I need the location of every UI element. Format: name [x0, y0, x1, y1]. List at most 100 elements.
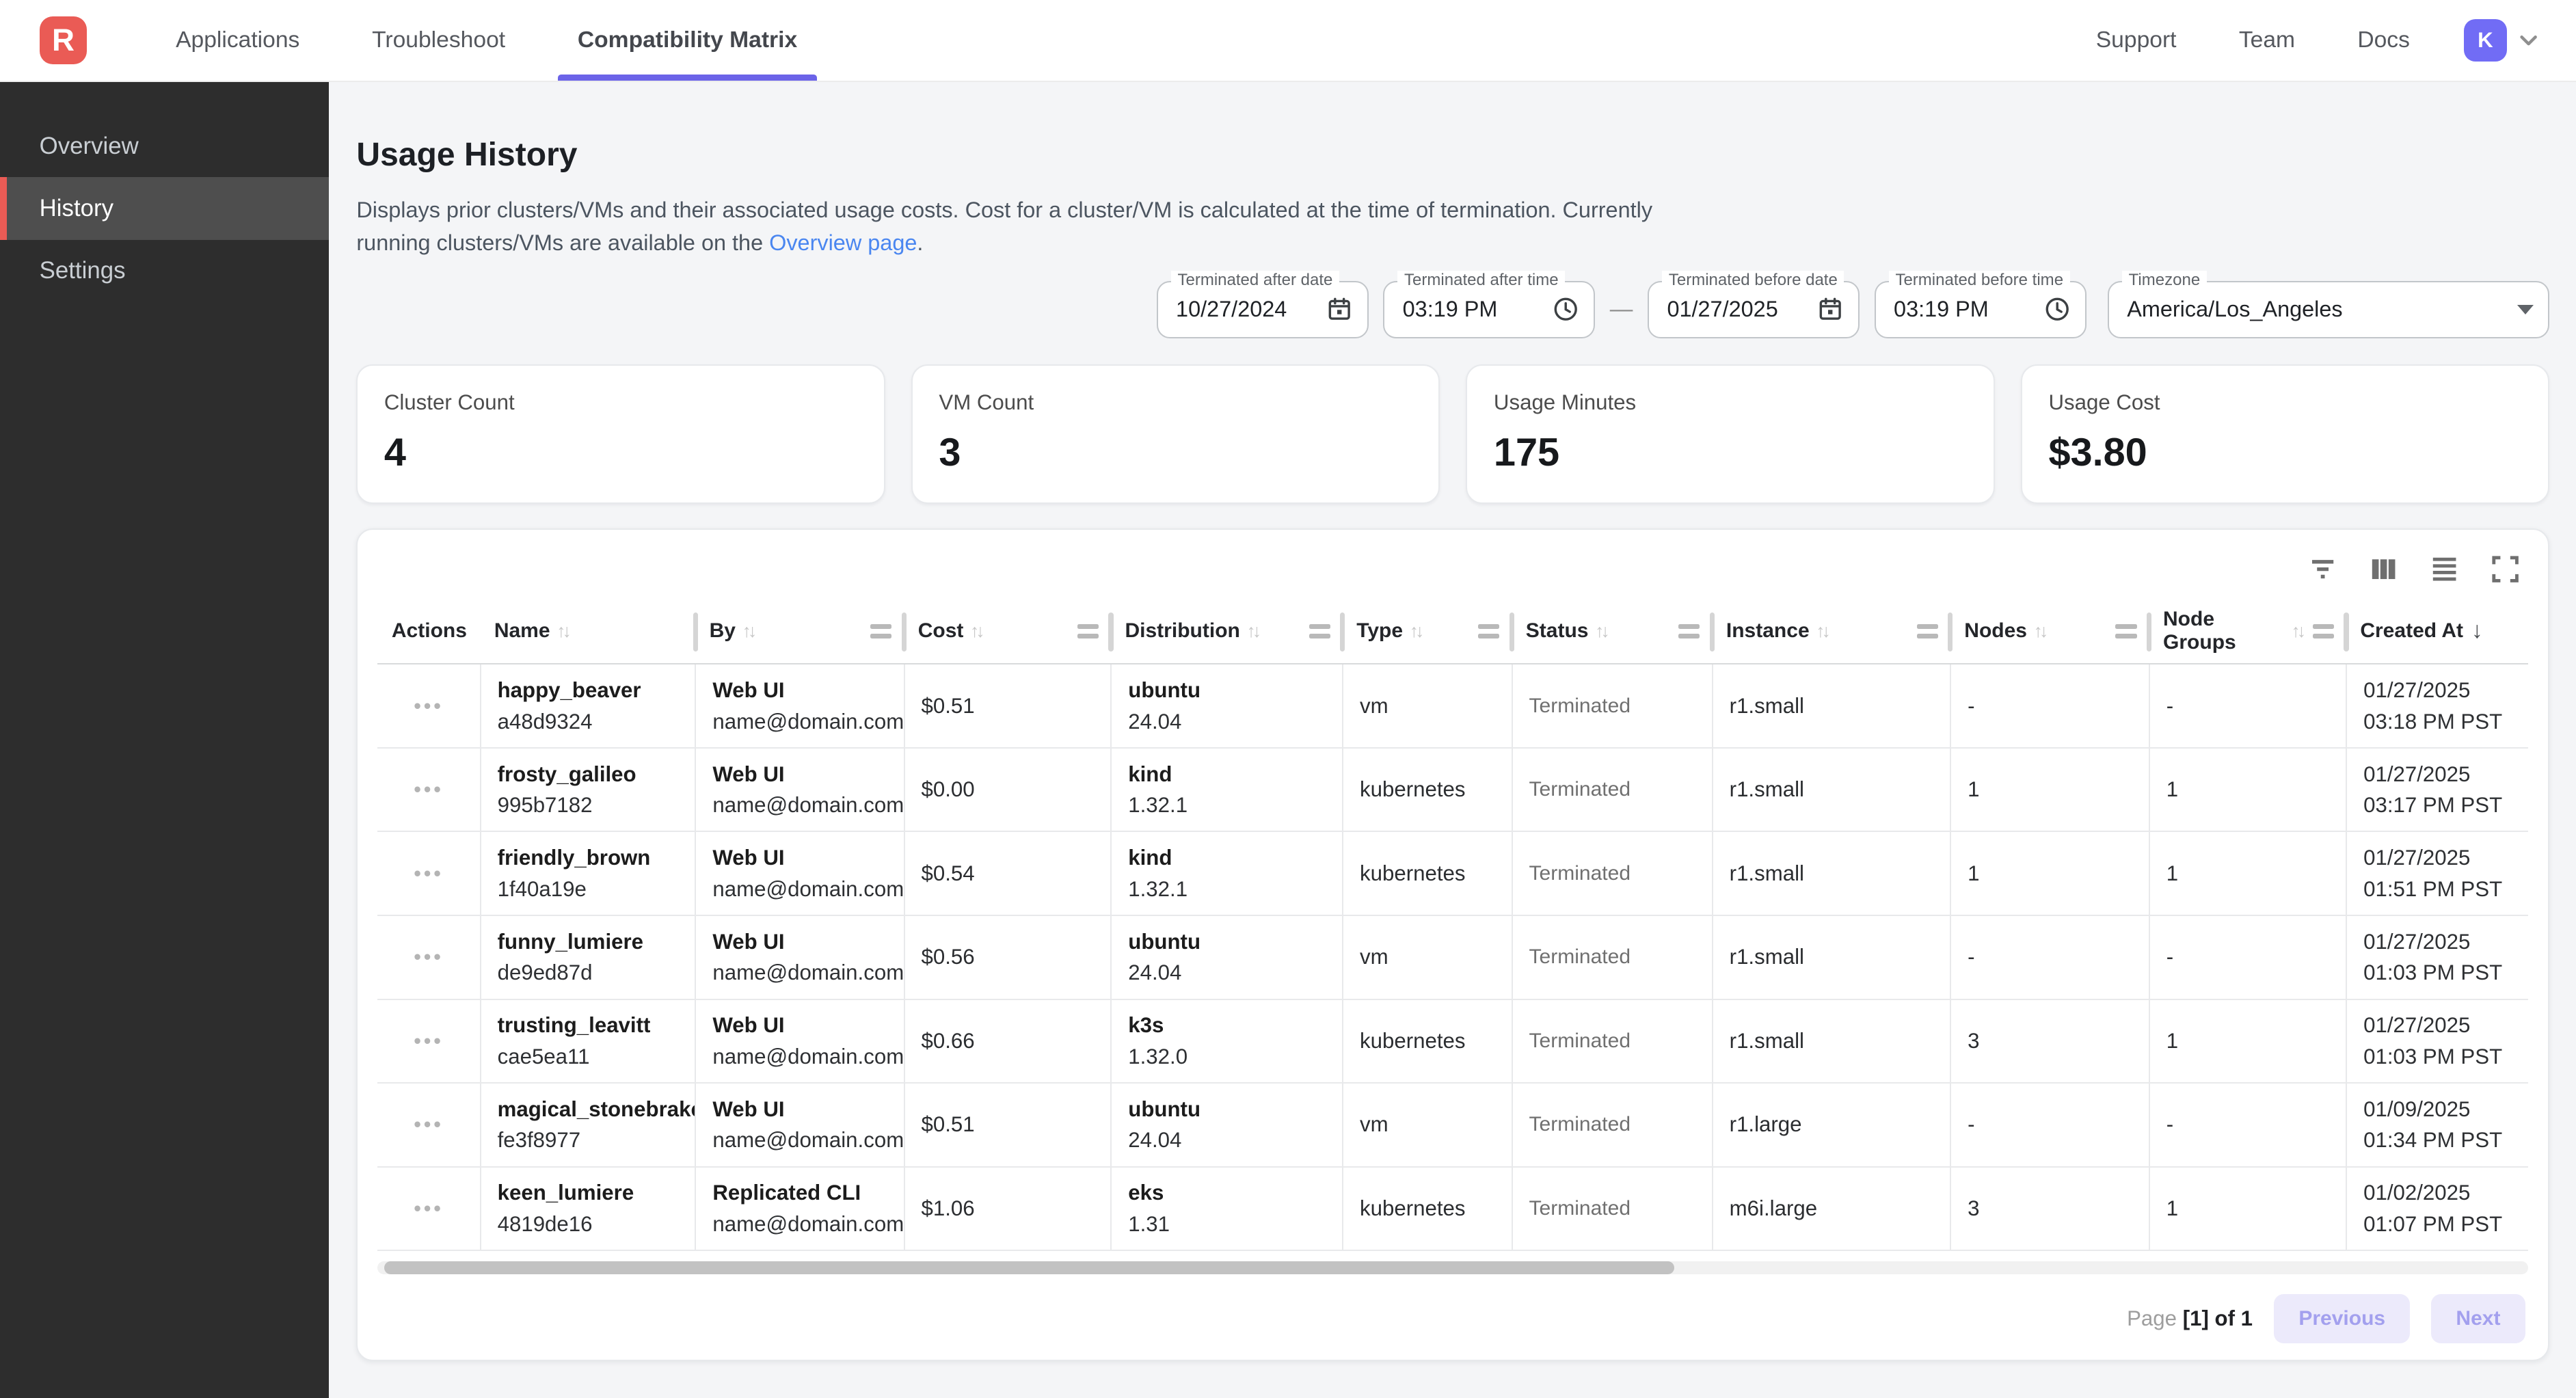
sidebar: Overview History Settings [0, 82, 329, 1398]
sort-icon[interactable]: ↑↓ [970, 620, 985, 641]
calendar-icon[interactable] [1804, 296, 1844, 322]
more-actions-icon[interactable]: ••• [414, 693, 444, 718]
row-actions-cell[interactable]: ••• [377, 832, 481, 915]
user-avatar[interactable]: K [2464, 18, 2507, 62]
cluster-name: friendly_brown [497, 846, 651, 870]
column-menu-icon[interactable] [863, 623, 892, 639]
row-actions-cell[interactable]: ••• [377, 915, 481, 999]
status-badge: Terminated [1529, 1197, 1631, 1220]
created-by-email-link[interactable]: name@domain.com [712, 709, 904, 734]
horizontal-scrollbar-thumb[interactable] [384, 1261, 1675, 1274]
instance-cell: r1.large [1713, 1084, 1952, 1166]
more-actions-icon[interactable]: ••• [414, 777, 444, 802]
sort-icon[interactable]: ↑↓ [1246, 620, 1261, 641]
row-actions-cell[interactable]: ••• [377, 748, 481, 831]
overview-page-link[interactable]: Overview page [769, 230, 917, 256]
tab-compatibility-matrix[interactable]: Compatibility Matrix [541, 0, 833, 81]
row-actions-cell[interactable]: ••• [377, 1084, 481, 1166]
more-actions-icon[interactable]: ••• [414, 1028, 444, 1053]
more-actions-icon[interactable]: ••• [414, 1196, 444, 1221]
created-by-email-link[interactable]: name@domain.com [712, 960, 904, 985]
terminated-before-time-input[interactable]: Terminated before time 03:19 PM [1874, 270, 2087, 338]
next-page-button[interactable]: Next [2431, 1293, 2525, 1343]
cost-value: $0.66 [921, 1028, 975, 1053]
by-cell: Web UI name@domain.com [696, 748, 905, 831]
created-date: 01/27/2025 [2363, 762, 2471, 786]
tab-troubleshoot[interactable]: Troubleshoot [336, 0, 541, 81]
calendar-icon[interactable] [1313, 296, 1352, 322]
created-by-email-link[interactable]: name@domain.com [712, 876, 904, 901]
stat-card-usage-cost: Usage Cost $3.80 [2021, 364, 2550, 505]
created-at-cell: 01/09/2025 01:34 PM PST [2347, 1084, 2528, 1166]
column-header-status[interactable]: Status ↑↓ [1513, 599, 1715, 663]
sort-icon[interactable]: ↑↓ [1409, 620, 1425, 641]
chevron-down-icon[interactable] [2518, 29, 2539, 51]
column-menu-icon[interactable] [1910, 623, 1938, 639]
row-actions-cell[interactable]: ••• [377, 664, 481, 747]
sort-icon[interactable]: ↑↓ [1816, 620, 1831, 641]
columns-icon[interactable] [2367, 553, 2400, 586]
column-header-type[interactable]: Type ↑↓ [1343, 599, 1514, 663]
tab-applications[interactable]: Applications [139, 0, 336, 81]
node-groups-cell: 1 [2150, 999, 2348, 1083]
nodes-cell: 1 [1951, 832, 2150, 915]
timezone-select[interactable]: Timezone America/Los_Angeles [2107, 270, 2550, 338]
logo-link[interactable]: R [39, 0, 88, 81]
filter-icon[interactable] [2307, 553, 2339, 586]
terminated-after-date-input[interactable]: Terminated after date 10/27/2024 [1156, 270, 1369, 338]
sort-icon[interactable]: ↑↓ [2291, 620, 2306, 641]
distribution-name: kind [1128, 762, 1172, 786]
terminated-after-time-input[interactable]: Terminated after time 03:19 PM [1383, 270, 1596, 338]
created-by-email-link[interactable]: name@domain.com [712, 1044, 904, 1068]
previous-page-button[interactable]: Previous [2274, 1293, 2411, 1343]
cost-value: $0.51 [921, 693, 975, 718]
terminated-before-date-input[interactable]: Terminated before date 01/27/2025 [1648, 270, 1860, 338]
column-header-nodes[interactable]: Nodes ↑↓ [1951, 599, 2152, 663]
column-menu-icon[interactable] [2109, 623, 2137, 639]
column-header-cost[interactable]: Cost ↑↓ [905, 599, 1114, 663]
support-link[interactable]: Support [2095, 27, 2177, 53]
created-by-email-link[interactable]: name@domain.com [712, 793, 904, 818]
fullscreen-icon[interactable] [2489, 553, 2522, 586]
cost-cell: $0.66 [905, 999, 1112, 1083]
table-row: ••• friendly_brown 1f40a19e Web UI name@… [377, 832, 2529, 916]
column-menu-icon[interactable] [1071, 623, 1099, 639]
dropdown-caret-icon[interactable] [2504, 304, 2534, 314]
column-menu-icon[interactable] [1302, 623, 1330, 639]
more-actions-icon[interactable]: ••• [414, 861, 444, 885]
sort-icon[interactable]: ↑↓ [2033, 620, 2049, 641]
created-by-email-link[interactable]: name@domain.com [712, 1211, 904, 1236]
column-header-node-groups[interactable]: Node Groups ↑↓ [2150, 599, 2349, 663]
column-menu-icon[interactable] [1672, 623, 1700, 639]
clock-icon[interactable] [1540, 296, 1579, 322]
sidebar-item-history[interactable]: History [0, 177, 329, 240]
team-link[interactable]: Team [2238, 27, 2296, 53]
status-cell: Terminated [1513, 1167, 1713, 1250]
column-header-distribution[interactable]: Distribution ↑↓ [1112, 599, 1345, 663]
docs-link[interactable]: Docs [2357, 27, 2410, 53]
column-header-created-at[interactable]: Created At ↓ [2347, 599, 2528, 663]
instance-cell: r1.small [1713, 832, 1952, 915]
column-menu-icon[interactable] [2306, 623, 2334, 639]
density-icon[interactable] [2428, 553, 2461, 586]
clock-icon[interactable] [2030, 296, 2070, 322]
distribution-name: k3s [1128, 1013, 1164, 1038]
sidebar-item-settings[interactable]: Settings [0, 240, 329, 302]
sort-icon[interactable]: ↑↓ [1595, 620, 1610, 641]
column-menu-icon[interactable] [1471, 623, 1500, 639]
created-by-source: Web UI [712, 678, 785, 702]
sort-icon[interactable]: ↑↓ [742, 620, 757, 641]
column-header-instance[interactable]: Instance ↑↓ [1713, 599, 1953, 663]
more-actions-icon[interactable]: ••• [414, 1112, 444, 1137]
sidebar-item-overview[interactable]: Overview [0, 115, 329, 177]
column-header-name[interactable]: Name ↑↓ [481, 599, 698, 663]
column-header-by[interactable]: By ↑↓ [696, 599, 907, 663]
distribution-cell: kind 1.32.1 [1112, 832, 1344, 915]
row-actions-cell[interactable]: ••• [377, 999, 481, 1083]
row-actions-cell[interactable]: ••• [377, 1167, 481, 1250]
created-by-email-link[interactable]: name@domain.com [712, 1128, 904, 1153]
more-actions-icon[interactable]: ••• [414, 945, 444, 969]
sort-icon[interactable]: ↑↓ [556, 620, 572, 641]
table-toolbar [377, 543, 2528, 600]
sort-desc-icon[interactable]: ↓ [2471, 618, 2483, 644]
